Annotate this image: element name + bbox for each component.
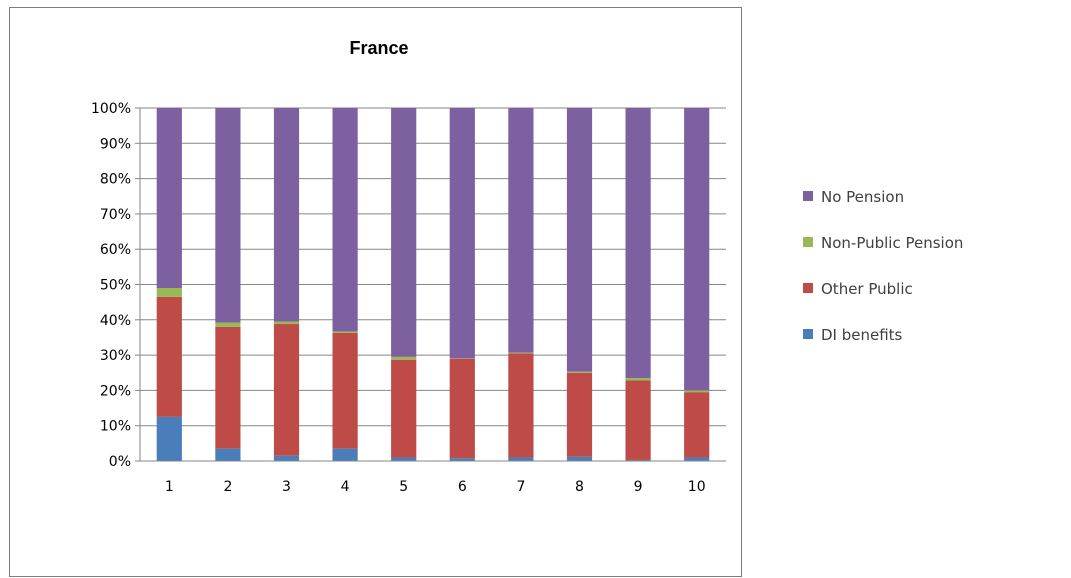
- bar-other-public-10: [684, 392, 709, 457]
- x-tick-label: 10: [688, 479, 706, 495]
- bar-di-benefits-10: [684, 457, 709, 461]
- y-tick-label: 80%: [100, 172, 131, 188]
- bar-other-public-5: [391, 360, 416, 458]
- x-tick-label: 5: [399, 479, 408, 495]
- bar-non-public-pension-2: [215, 323, 240, 327]
- bar-other-public-4: [333, 333, 358, 449]
- bar-di-benefits-8: [567, 457, 592, 461]
- bar-non-public-pension-4: [333, 331, 358, 332]
- bar-other-public-2: [215, 327, 240, 449]
- bar-no-pension-1: [157, 108, 182, 288]
- bar-non-public-pension-10: [684, 390, 709, 392]
- bar-non-public-pension-1: [157, 288, 182, 297]
- bar-no-pension-3: [274, 108, 299, 322]
- legend-swatch: [803, 237, 813, 247]
- chart-svg: France 0% 10% 20% 30% 40% 50% 60% 70% 80% 90% 100%…: [10, 8, 743, 578]
- bar-other-public-6: [450, 359, 475, 459]
- x-tick-label: 6: [458, 479, 467, 495]
- legend-swatch: [803, 191, 813, 201]
- bar-no-pension-8: [567, 108, 592, 372]
- bar-other-public-8: [567, 373, 592, 457]
- chart-frame: France 0% 10% 20% 30% 40% 50% 60% 70% 80% 90% 100%…: [9, 7, 742, 577]
- bar-no-pension-6: [450, 108, 475, 358]
- chart-title: France: [349, 38, 408, 58]
- bar-di-benefits-2: [215, 449, 240, 461]
- bar-other-public-7: [508, 353, 533, 457]
- bar-no-pension-5: [391, 108, 416, 357]
- bar-no-pension-2: [215, 108, 240, 323]
- y-tick-label: 90%: [100, 136, 131, 152]
- bar-di-benefits-1: [157, 417, 182, 461]
- y-tick-label: 100%: [91, 101, 131, 117]
- bar-other-public-3: [274, 324, 299, 456]
- legend-item-non-public-pension: Non-Public Pension: [803, 234, 963, 252]
- x-tick-label: 9: [634, 479, 643, 495]
- plot-area: 0% 10% 20% 30% 40% 50% 60% 70% 80% 90% 100% 1 2 3 4 5 6 7…: [91, 101, 726, 495]
- bar-other-public-9: [626, 381, 651, 460]
- bar-di-benefits-3: [274, 456, 299, 461]
- x-tick-label: 4: [341, 479, 350, 495]
- bar-no-pension-4: [333, 108, 358, 331]
- y-tick-label: 30%: [100, 348, 131, 364]
- bar-other-public-1: [157, 297, 182, 417]
- y-tick-label: 10%: [100, 419, 131, 435]
- legend-item-di-benefits: DI benefits: [803, 326, 903, 344]
- bar-non-public-pension-5: [391, 357, 416, 360]
- bar-no-pension-7: [508, 108, 533, 353]
- x-tick-label: 3: [282, 479, 291, 495]
- legend-label: DI benefits: [821, 326, 903, 344]
- bar-di-benefits-4: [333, 449, 358, 461]
- bar-non-public-pension-7: [508, 353, 533, 354]
- legend-item-other-public: Other Public: [803, 280, 913, 298]
- y-tick-label: 20%: [100, 383, 131, 399]
- x-tick-label: 1: [165, 479, 174, 495]
- legend-label: Other Public: [821, 280, 913, 298]
- legend-swatch: [803, 329, 813, 339]
- bar-di-benefits-7: [508, 457, 533, 461]
- y-tick-label: 60%: [100, 242, 131, 258]
- legend-label: No Pension: [821, 188, 904, 206]
- bar-di-benefits-5: [391, 457, 416, 461]
- y-tick-label: 0%: [109, 454, 131, 470]
- bar-non-public-pension-3: [274, 322, 299, 324]
- y-tick-label: 70%: [100, 207, 131, 223]
- legend-swatch: [803, 283, 813, 293]
- bar-no-pension-10: [684, 108, 709, 390]
- bar-no-pension-9: [626, 108, 651, 378]
- bar-non-public-pension-8: [567, 372, 592, 373]
- x-tick-label: 2: [223, 479, 232, 495]
- legend-label: Non-Public Pension: [821, 234, 963, 252]
- x-tick-label: 8: [575, 479, 584, 495]
- bar-non-public-pension-9: [626, 378, 651, 380]
- x-tick-label: 7: [516, 479, 525, 495]
- legend-item-no-pension: No Pension: [803, 188, 904, 206]
- y-tick-label: 50%: [100, 278, 131, 294]
- y-tick-label: 40%: [100, 313, 131, 329]
